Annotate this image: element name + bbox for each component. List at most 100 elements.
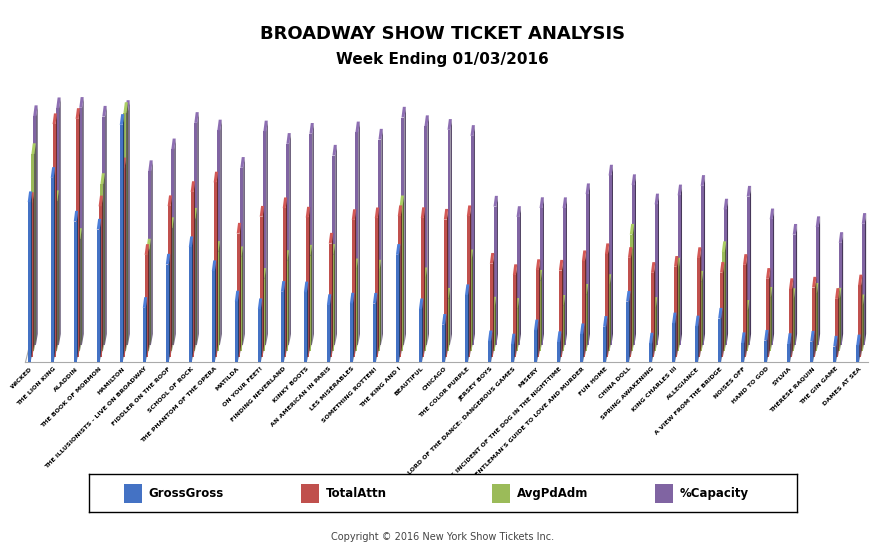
Polygon shape bbox=[287, 144, 289, 344]
Polygon shape bbox=[768, 298, 771, 350]
Polygon shape bbox=[794, 288, 796, 350]
Polygon shape bbox=[563, 208, 566, 344]
Polygon shape bbox=[262, 268, 266, 279]
Polygon shape bbox=[626, 301, 629, 362]
Polygon shape bbox=[745, 311, 748, 350]
Polygon shape bbox=[149, 160, 153, 171]
Polygon shape bbox=[73, 221, 77, 362]
Text: FIDDLER ON THE ROOF: FIDDLER ON THE ROOF bbox=[111, 366, 172, 427]
Polygon shape bbox=[27, 191, 32, 202]
Polygon shape bbox=[31, 154, 35, 350]
Polygon shape bbox=[701, 186, 704, 344]
Polygon shape bbox=[787, 333, 791, 344]
Polygon shape bbox=[442, 314, 446, 325]
Polygon shape bbox=[557, 331, 561, 342]
Polygon shape bbox=[119, 114, 124, 125]
Text: ON YOUR FEET!: ON YOUR FEET! bbox=[222, 366, 264, 408]
Polygon shape bbox=[513, 275, 516, 356]
Polygon shape bbox=[490, 253, 494, 264]
Polygon shape bbox=[792, 278, 794, 356]
Polygon shape bbox=[401, 205, 402, 356]
Polygon shape bbox=[167, 196, 172, 206]
Polygon shape bbox=[446, 299, 449, 350]
Polygon shape bbox=[605, 254, 608, 356]
Polygon shape bbox=[488, 330, 492, 341]
Polygon shape bbox=[281, 281, 285, 292]
Polygon shape bbox=[586, 194, 589, 344]
Polygon shape bbox=[96, 219, 101, 229]
Polygon shape bbox=[374, 218, 378, 356]
Text: THE ILLUSIONISTS - LIVE ON BROADWAY: THE ILLUSIONISTS - LIVE ON BROADWAY bbox=[44, 366, 149, 470]
Polygon shape bbox=[236, 234, 240, 356]
Polygon shape bbox=[174, 138, 176, 344]
Polygon shape bbox=[723, 262, 724, 356]
Polygon shape bbox=[633, 224, 635, 350]
Polygon shape bbox=[397, 205, 402, 216]
Polygon shape bbox=[815, 277, 817, 356]
Polygon shape bbox=[310, 123, 314, 134]
Polygon shape bbox=[563, 197, 567, 208]
Polygon shape bbox=[678, 195, 681, 344]
Polygon shape bbox=[125, 158, 126, 356]
Polygon shape bbox=[446, 288, 450, 299]
Text: Week Ending 01/03/2016: Week Ending 01/03/2016 bbox=[336, 52, 549, 67]
Polygon shape bbox=[630, 234, 633, 350]
Polygon shape bbox=[654, 262, 655, 356]
Polygon shape bbox=[835, 299, 838, 356]
Polygon shape bbox=[354, 258, 358, 269]
Polygon shape bbox=[147, 250, 150, 350]
Polygon shape bbox=[862, 213, 866, 224]
Polygon shape bbox=[426, 268, 427, 350]
Polygon shape bbox=[240, 223, 241, 356]
Polygon shape bbox=[286, 197, 287, 356]
Polygon shape bbox=[678, 185, 682, 195]
Polygon shape bbox=[212, 261, 216, 271]
Polygon shape bbox=[607, 274, 612, 285]
Polygon shape bbox=[607, 285, 610, 350]
Polygon shape bbox=[631, 247, 632, 356]
Polygon shape bbox=[747, 186, 751, 197]
Polygon shape bbox=[632, 185, 635, 344]
Polygon shape bbox=[381, 129, 383, 344]
Text: THE GIN GAME: THE GIN GAME bbox=[799, 366, 839, 406]
Polygon shape bbox=[605, 244, 609, 254]
Polygon shape bbox=[380, 260, 381, 350]
Polygon shape bbox=[50, 167, 55, 178]
Text: HAMILTON: HAMILTON bbox=[96, 366, 126, 396]
Polygon shape bbox=[860, 294, 865, 305]
Polygon shape bbox=[540, 208, 543, 344]
Polygon shape bbox=[748, 300, 750, 350]
Polygon shape bbox=[142, 297, 147, 308]
Polygon shape bbox=[265, 268, 266, 350]
Polygon shape bbox=[193, 208, 196, 219]
Polygon shape bbox=[580, 334, 583, 362]
Polygon shape bbox=[192, 237, 193, 362]
Polygon shape bbox=[561, 295, 566, 306]
Polygon shape bbox=[812, 288, 815, 356]
Polygon shape bbox=[492, 307, 495, 350]
Polygon shape bbox=[536, 270, 539, 356]
Polygon shape bbox=[128, 100, 130, 344]
Polygon shape bbox=[80, 97, 84, 108]
Polygon shape bbox=[172, 138, 176, 149]
Polygon shape bbox=[541, 270, 543, 350]
Polygon shape bbox=[305, 207, 310, 217]
Polygon shape bbox=[258, 309, 261, 362]
Polygon shape bbox=[787, 344, 790, 362]
Polygon shape bbox=[423, 268, 427, 278]
Polygon shape bbox=[36, 105, 37, 344]
Polygon shape bbox=[443, 209, 448, 220]
Text: THÉRÈSE RAQUIN: THÉRÈSE RAQUIN bbox=[769, 366, 816, 414]
Polygon shape bbox=[632, 174, 636, 185]
Text: CHICAGO: CHICAGO bbox=[421, 366, 448, 392]
Polygon shape bbox=[312, 123, 314, 344]
Polygon shape bbox=[447, 209, 448, 356]
Polygon shape bbox=[839, 243, 842, 344]
Polygon shape bbox=[609, 175, 612, 344]
Polygon shape bbox=[770, 209, 774, 219]
Polygon shape bbox=[305, 217, 309, 356]
Text: KING CHARLES III: KING CHARLES III bbox=[631, 366, 678, 413]
Polygon shape bbox=[700, 247, 701, 356]
Polygon shape bbox=[450, 119, 452, 344]
Polygon shape bbox=[31, 191, 32, 362]
